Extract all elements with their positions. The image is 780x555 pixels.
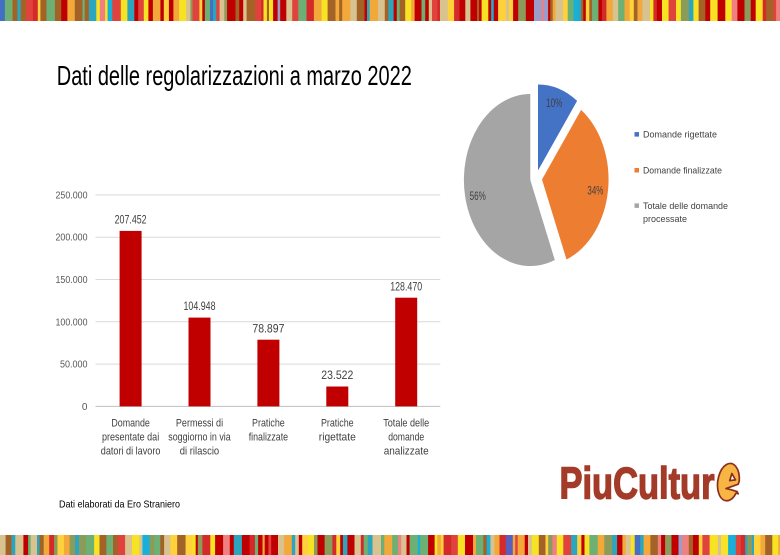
svg-text:Pratiche: Pratiche — [321, 417, 354, 429]
svg-text:Totale delle: Totale delle — [383, 417, 429, 429]
svg-text:Pratiche: Pratiche — [252, 417, 285, 429]
svg-text:domande: domande — [388, 431, 424, 443]
svg-text:0: 0 — [82, 402, 88, 413]
svg-text:Domande rigettate: Domande rigettate — [643, 130, 717, 141]
svg-text:soggiorno in via: soggiorno in via — [168, 431, 231, 443]
svg-text:128.470: 128.470 — [390, 279, 422, 293]
svg-text:56%: 56% — [470, 191, 486, 203]
svg-text:presentate dai: presentate dai — [102, 431, 159, 443]
svg-text:23.522: 23.522 — [321, 368, 353, 382]
svg-text:Domande finalizzate: Domande finalizzate — [643, 165, 722, 176]
svg-text:250.000: 250.000 — [56, 190, 88, 201]
svg-text:Domande: Domande — [111, 417, 150, 429]
svg-text:Totale delle domande: Totale delle domande — [643, 201, 728, 212]
svg-text:100.000: 100.000 — [56, 317, 88, 328]
svg-text:200.000: 200.000 — [56, 233, 88, 244]
svg-text:10%: 10% — [546, 98, 562, 110]
svg-text:34%: 34% — [587, 186, 603, 198]
svg-text:104.948: 104.948 — [184, 299, 216, 313]
svg-text:Dati elaborati da Ero Stranier: Dati elaborati da Ero Straniero — [59, 499, 180, 511]
svg-text:207.452: 207.452 — [115, 213, 147, 227]
svg-text:rigettate: rigettate — [319, 431, 356, 443]
svg-text:78.897: 78.897 — [252, 321, 284, 335]
svg-text:processate: processate — [643, 214, 687, 225]
svg-text:Dati delle regolarizzazioni a: Dati delle regolarizzazioni a marzo 2022 — [57, 60, 412, 91]
svg-text:finalizzate: finalizzate — [249, 431, 288, 443]
svg-text:50.000: 50.000 — [60, 360, 88, 371]
svg-text:analizzate: analizzate — [384, 445, 429, 457]
svg-text:di rilascio: di rilascio — [180, 445, 219, 457]
svg-text:Permessi di: Permessi di — [176, 417, 223, 429]
svg-text:PiuCultur: PiuCultur — [560, 460, 715, 509]
svg-text:150.000: 150.000 — [56, 275, 88, 286]
svg-text:datori di lavoro: datori di lavoro — [101, 445, 161, 457]
